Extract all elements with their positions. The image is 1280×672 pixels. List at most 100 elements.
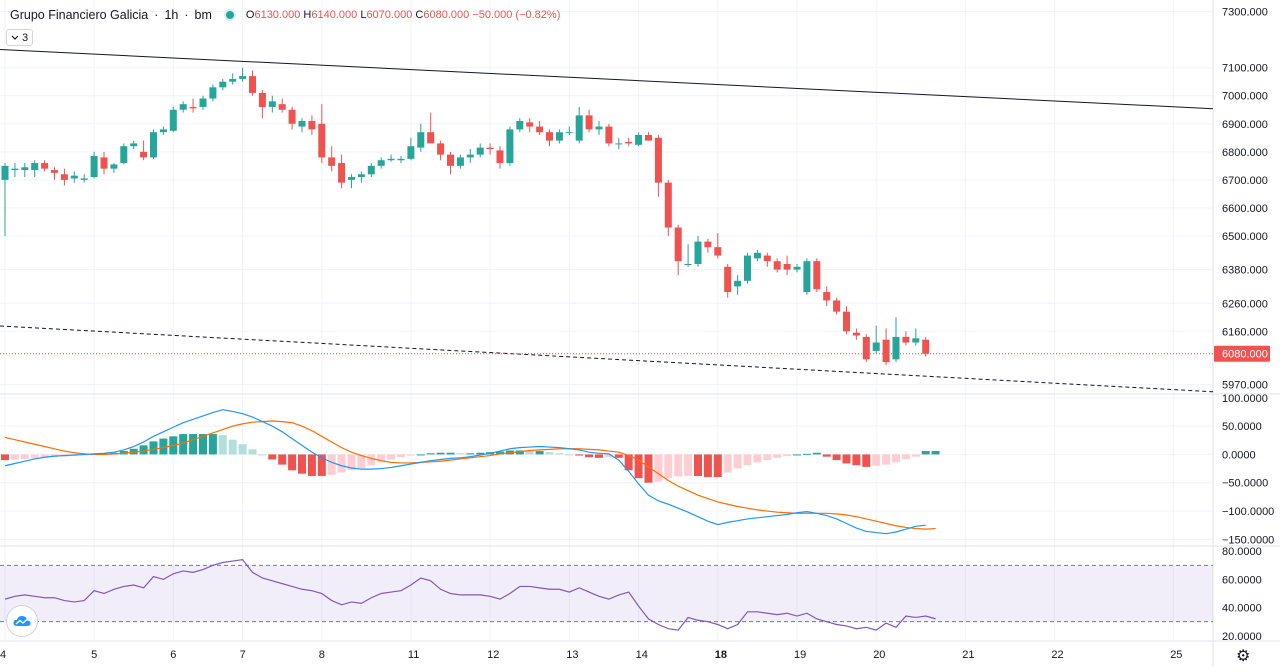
macd-histogram-bar: [862, 454, 871, 467]
candle-body: [41, 163, 49, 169]
candle-body: [734, 280, 742, 287]
candle-body: [90, 156, 98, 178]
candle-body: [862, 336, 870, 360]
candle-body: [328, 157, 336, 166]
time-axis-label: 6: [170, 649, 176, 661]
indicators-collapse-button[interactable]: 3: [6, 29, 34, 46]
macd-histogram-bar: [298, 454, 306, 474]
candle-body: [140, 151, 148, 158]
gear-icon[interactable]: ⚙: [1236, 648, 1251, 665]
price-axis-label: 7000.000: [1222, 91, 1268, 103]
macd-histogram-bar: [278, 454, 287, 465]
macd-histogram-bar: [159, 438, 168, 455]
candle-body: [11, 168, 19, 171]
macd-histogram-bar: [496, 451, 504, 455]
macd-histogram-bar: [733, 454, 742, 469]
candle-body: [486, 147, 494, 150]
macd-histogram-bar: [446, 452, 455, 455]
candle-body: [120, 146, 128, 164]
macd-histogram-bar: [367, 454, 376, 466]
price-axis-label: 5970.000: [1222, 380, 1268, 392]
low-label: L: [360, 9, 367, 21]
time-axis-label: 20: [873, 649, 885, 661]
macd-histogram-bar: [179, 434, 188, 455]
candle-body: [704, 241, 712, 248]
macd-histogram-bar: [149, 441, 158, 455]
candle-body: [872, 342, 880, 351]
close-label: C: [415, 9, 424, 21]
last-price-tag: [1214, 345, 1270, 362]
price-axis-label: 7100.000: [1222, 63, 1268, 75]
macd-histogram-bar: [30, 454, 39, 459]
tradingview-cloud-icon[interactable]: [6, 605, 38, 637]
symbol-name[interactable]: Grupo Financiero Galicia: [10, 8, 149, 22]
macd-histogram-bar: [842, 454, 851, 464]
candle-body: [823, 292, 831, 301]
candle-body: [199, 98, 207, 107]
time-axis-label: 19: [794, 649, 806, 661]
macd-axis-label: −150.0000: [1222, 534, 1274, 546]
interval-label[interactable]: 1h: [164, 8, 179, 22]
candle-body: [338, 163, 346, 183]
candle-body: [654, 137, 662, 183]
macd-histogram-bar: [208, 434, 217, 455]
macd-line: [4, 409, 926, 535]
macd-histogram-bar: [614, 454, 623, 458]
macd-histogram-bar: [139, 445, 148, 455]
macd-histogram-bar: [327, 454, 336, 475]
time-axis-label: 11: [408, 649, 419, 661]
candle-body: [516, 120, 524, 130]
macd-histogram-bar: [713, 454, 722, 478]
candle-body: [456, 157, 464, 166]
candle-body: [268, 101, 276, 107]
macd-histogram-bar: [307, 454, 316, 476]
candle-body: [526, 122, 534, 127]
macd-axis-label: 100.0000: [1222, 393, 1268, 405]
macd-histogram-bar: [1, 454, 9, 461]
candle-body: [308, 120, 316, 130]
high-value: 6140.000: [311, 9, 358, 21]
candle-body: [60, 174, 68, 180]
candle-body: [714, 247, 722, 256]
macd-histogram-bar: [664, 454, 673, 479]
close-value: 6080.000: [423, 9, 470, 21]
chevron-down-icon: [11, 32, 19, 44]
macd-histogram-bar: [337, 454, 346, 473]
indicator-count: 3: [22, 31, 29, 44]
ohlc-values: O6130.000 H6140.000 L6070.000 C6080.000 …: [246, 9, 560, 21]
macd-histogram-bar: [911, 454, 920, 457]
candle-body: [70, 175, 78, 179]
candle-body: [427, 132, 435, 144]
price-axis-label: 7300.000: [1222, 7, 1268, 19]
macd-histogram-bar: [515, 450, 524, 455]
candle-body: [169, 109, 177, 131]
macd-histogram-bar: [793, 454, 801, 456]
candle-body: [902, 336, 910, 343]
macd-histogram-bar: [565, 454, 574, 456]
time-axis-label: 8: [319, 649, 325, 661]
low-value: 6070.000: [366, 9, 413, 21]
candle-body: [575, 115, 583, 141]
candle-body: [51, 170, 58, 173]
macd-histogram-bar: [555, 453, 564, 455]
candle-body: [298, 120, 306, 127]
candle-body: [555, 132, 563, 141]
time-axis-label: 7: [240, 649, 246, 661]
candle-body: [674, 227, 682, 262]
candle-body: [803, 261, 811, 293]
candle-body: [417, 132, 425, 148]
candle-body: [110, 164, 118, 169]
macd-histogram-bar: [317, 454, 326, 476]
price-axis-label: 6800.000: [1222, 147, 1268, 159]
macd-histogram-bar: [743, 454, 752, 466]
price-axis-label: 6380.000: [1222, 265, 1268, 277]
candle-body: [130, 143, 138, 147]
macd-histogram-bar: [802, 453, 811, 455]
macd-histogram-bar: [238, 444, 247, 455]
macd-histogram-bar: [377, 454, 386, 463]
candle-body: [773, 261, 781, 270]
macd-histogram-bar: [476, 452, 485, 455]
candle-body: [387, 158, 395, 161]
macd-histogram-bar: [703, 454, 712, 478]
